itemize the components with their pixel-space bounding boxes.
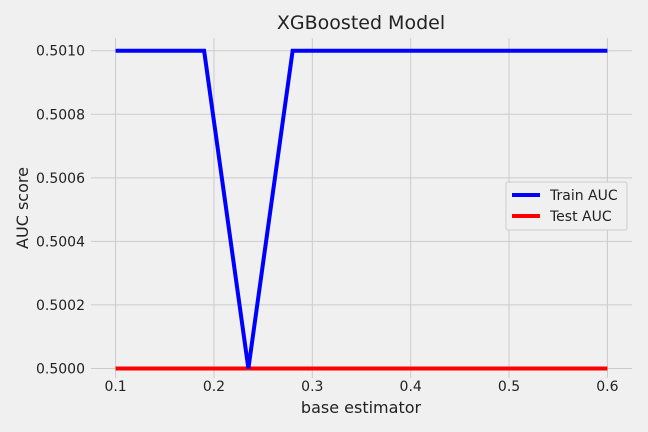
x-axis-label: base estimator xyxy=(301,398,422,417)
x-axis: 0.1 0.2 0.3 0.4 0.5 0.6 xyxy=(104,379,618,395)
legend-label-test: Test AUC xyxy=(549,209,612,225)
x-tick-label: 0.3 xyxy=(301,379,323,395)
x-tick-label: 0.6 xyxy=(596,379,618,395)
legend: Train AUC Test AUC xyxy=(505,181,628,231)
y-tick-label: 0.5008 xyxy=(36,107,85,123)
y-tick-label: 0.5000 xyxy=(36,361,85,377)
x-tick-label: 0.4 xyxy=(400,379,422,395)
y-tick-label: 0.5006 xyxy=(36,171,85,187)
y-tick-label: 0.5004 xyxy=(36,234,85,250)
legend-label-train: Train AUC xyxy=(549,188,618,204)
grid xyxy=(91,38,632,378)
x-tick-label: 0.1 xyxy=(104,379,126,395)
y-axis: 0.5000 0.5002 0.5004 0.5006 0.5008 0.5010 xyxy=(36,44,85,378)
chart-title: XGBoosted Model xyxy=(277,12,445,34)
y-tick-label: 0.5002 xyxy=(36,298,85,314)
y-axis-label: AUC score xyxy=(13,167,32,249)
series-line-train-auc xyxy=(115,48,608,369)
y-tick-label: 0.5010 xyxy=(36,44,85,60)
x-tick-label: 0.2 xyxy=(203,379,225,395)
x-tick-label: 0.5 xyxy=(498,379,520,395)
series-layer xyxy=(115,48,608,371)
